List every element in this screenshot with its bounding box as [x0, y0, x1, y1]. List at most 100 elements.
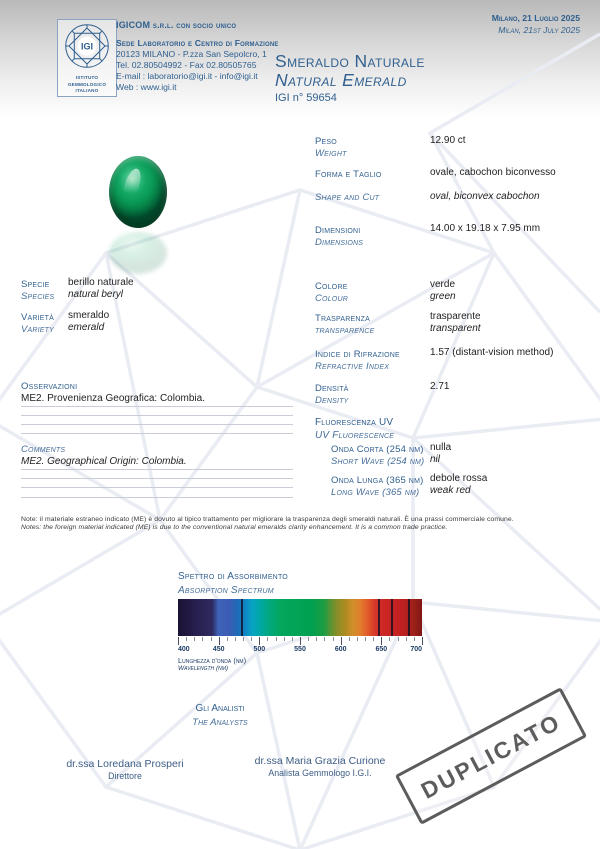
- spectrum-tick: [365, 637, 367, 641]
- ruled-line: [21, 478, 293, 479]
- spectrum-tick: [324, 637, 326, 641]
- analyst-name: dr.ssa Loredana Prosperi: [66, 758, 184, 770]
- duplicato-stamp-text: DUPLICATO: [416, 707, 566, 804]
- long-wave-value-en: weak red: [430, 485, 471, 496]
- ruled-line: [21, 433, 293, 434]
- spectrum-tick: [210, 637, 212, 641]
- refractive-index-value: 1.57 (distant-vision method): [430, 347, 554, 358]
- spectrum-tick: [308, 637, 310, 641]
- spectrum-tick: [218, 637, 220, 645]
- spectrum-tick-label: 700: [410, 646, 422, 653]
- analyst-role: Direttore: [108, 771, 142, 781]
- spectrum-tick: [397, 637, 399, 641]
- dimensions-value: 14.00 x 19.18 x 7.95 mm: [430, 223, 541, 234]
- density-label-it: Densità: [315, 383, 349, 394]
- wavelength-label-it: Lunghezza d'onda (nm): [178, 656, 247, 665]
- short-wave-label-en: Short Wave (254 nm): [331, 456, 425, 467]
- short-wave-value-it: nulla: [430, 442, 452, 453]
- transparency-label-en: transparence: [315, 325, 375, 336]
- comments-label: Comments: [21, 444, 66, 455]
- spectrum-title-it: Spettro di Assorbimento: [178, 571, 288, 582]
- emerald-reflection: [109, 232, 167, 274]
- absorption-line-477nm: [240, 599, 243, 636]
- colour-value-it: verde: [430, 279, 456, 290]
- shape-label-it: Forma e Taglio: [315, 169, 382, 180]
- spectrum-tick: [316, 637, 318, 641]
- density-value: 2.71: [430, 381, 450, 392]
- short-wave-value-en: nil: [430, 454, 441, 465]
- spectrum-tick: [300, 637, 301, 645]
- spectrum-tick: [332, 637, 334, 641]
- spectrum-tick: [202, 637, 204, 641]
- spectrum-tick-label: 650: [375, 646, 388, 653]
- colour-value-en: green: [430, 291, 456, 302]
- variety-value-it: smeraldo: [68, 310, 110, 321]
- footnote-english: Notes: the foreign material indicated (M…: [21, 524, 448, 531]
- spectrum-tick-label: 500: [253, 646, 266, 653]
- dimensions-label-it: Dimensioni: [315, 225, 361, 236]
- spectrum-tick: [178, 637, 179, 645]
- spectrum-tick: [413, 637, 415, 641]
- refractive-index-label-it: Indice di Rifrazione: [315, 349, 400, 360]
- spectrum-title-en: Absorption Spectrum: [178, 585, 274, 596]
- spectrum-tick: [283, 637, 285, 641]
- spectrum-tick-label: 450: [212, 646, 225, 653]
- spectrum-tick: [267, 637, 269, 641]
- title-italian: Smeraldo Naturale: [275, 51, 425, 71]
- lab-line: Sede Laboratorio e Centro di Formazione: [116, 38, 279, 48]
- dimensions-label-en: Dimensions: [315, 237, 364, 248]
- density-label-en: Density: [315, 395, 349, 406]
- spectrum-tick: [340, 637, 342, 645]
- colour-label-en: Colour: [315, 293, 348, 304]
- transparency-label-it: Trasparenza: [315, 313, 370, 324]
- long-wave-value-it: debole rossa: [430, 473, 488, 484]
- email-line: E-mail : laboratorio@igi.it - info@igi.i…: [116, 71, 258, 81]
- transparency-value-en: transparent: [430, 323, 481, 334]
- spectrum-tick: [234, 637, 236, 641]
- analyst-signature: dr.ssa Maria Grazia Curione Analista Gem…: [215, 755, 425, 778]
- uv-fluorescence-label-it: Fluorescenza UV: [315, 417, 394, 428]
- long-wave-label-en: Long Wave (365 nm): [331, 487, 420, 498]
- absorption-spectrum-bar: [178, 599, 422, 636]
- spectrum-tick: [381, 637, 383, 645]
- footnote-italian: Note: il materiale estraneo indicato (ME…: [21, 516, 514, 523]
- analysts-heading-it: Gli Analisti: [195, 703, 245, 714]
- species-label-en: Species: [21, 291, 55, 302]
- spectrum-ticks: [178, 637, 423, 646]
- colour-label-it: Colore: [315, 281, 348, 292]
- species-value-en: natural beryl: [68, 289, 124, 300]
- spectrum-tick: [389, 637, 391, 641]
- date-block: Milano, 21 Luglio 2025 Milan, 21st July …: [492, 13, 580, 36]
- igi-logo: IGI ISTITUTO GEMMOLOGICO ITALIANO: [57, 19, 117, 97]
- spectrum-tick: [251, 637, 253, 641]
- variety-value-en: emerald: [68, 322, 105, 333]
- date-english: Milan, 21st July 2025: [498, 24, 580, 35]
- ruled-line: [21, 469, 293, 470]
- institute-name-line: ITALIANO: [75, 88, 99, 94]
- web-line: Web : www.igi.it: [116, 82, 177, 92]
- analyst-role: Analista Gemmologo I.G.I.: [268, 768, 372, 778]
- ruled-line: [21, 497, 293, 498]
- igi-diamond-emblem: IGI: [65, 24, 109, 68]
- shape-label-en: Shape and Cut: [315, 192, 380, 203]
- analysts-heading-en: The Analysts: [192, 717, 248, 728]
- absorption-line-683nm: [408, 599, 411, 636]
- company-info: IGICOM s.r.l. con socio unico Sede Labor…: [116, 20, 279, 93]
- spectrum-tick: [194, 637, 196, 641]
- ruled-line: [21, 487, 293, 488]
- date-italian: Milano, 21 Luglio 2025: [491, 13, 580, 23]
- observations-label: Osservazioni: [21, 381, 78, 392]
- spectrum-tick: [356, 637, 358, 641]
- analyst-name: dr.ssa Maria Grazia Curione: [254, 755, 386, 767]
- refractive-index-label-en: Refractive Index: [315, 361, 390, 372]
- variety-label-en: Variety: [21, 324, 55, 335]
- spectrum-tick: [373, 637, 375, 641]
- igi-acronym: IGI: [81, 42, 93, 52]
- short-wave-label-it: Onda Corta (254 nm): [331, 444, 424, 455]
- ruled-line: [21, 424, 293, 425]
- title-english: Natural Emerald: [275, 70, 407, 90]
- wavelength-label-en: Wavelength (nm): [178, 665, 229, 672]
- spectrum-tick: [348, 637, 350, 641]
- comments-text: ME2. Geographical Origin: Colombia.: [21, 456, 187, 467]
